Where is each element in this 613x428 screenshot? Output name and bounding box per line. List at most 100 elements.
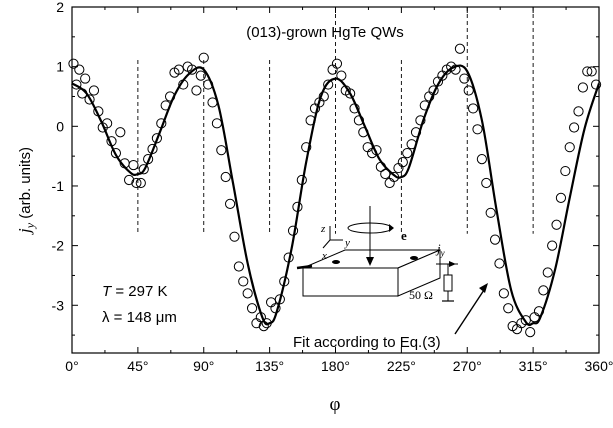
inset-resistor: [443, 274, 453, 292]
x-tick-label: 135°: [255, 358, 284, 374]
data-point: [318, 91, 329, 102]
x-tick-label: 315°: [519, 358, 548, 374]
data-point: [415, 115, 426, 126]
data-point: [525, 327, 536, 338]
wavelength-annotation: λ = 148 μm: [102, 309, 177, 326]
data-point: [68, 58, 79, 69]
data-point: [336, 70, 347, 81]
y-tick-label: 0: [56, 118, 64, 134]
inset-beam-arrowhead: [366, 257, 374, 266]
data-point: [323, 79, 334, 90]
x-axis-ticks: 0° 45° 90° 135° 180° 225° 270° 315° 360°: [65, 7, 613, 374]
data-point: [476, 154, 487, 165]
data-point: [345, 88, 356, 99]
inset-axis-x: [322, 239, 331, 249]
x-axis-title: φ: [330, 394, 341, 415]
data-point: [102, 118, 113, 129]
data-point: [258, 321, 269, 332]
y-axis-title: jy (arb. units): [15, 147, 37, 235]
temperature-annotation: T = 297 K: [102, 283, 167, 300]
data-point: [279, 276, 290, 287]
data-point: [242, 288, 253, 299]
data-point: [384, 177, 395, 189]
data-point: [283, 252, 294, 263]
data-point: [542, 267, 553, 278]
data-point: [265, 297, 277, 308]
y-axis-units: (arb. units): [17, 147, 34, 223]
data-point: [151, 133, 163, 144]
x-tick-label: 90°: [193, 358, 214, 374]
data-point: [93, 106, 104, 117]
inset-resistor-label: 50 Ω: [409, 288, 433, 302]
data-point: [115, 127, 126, 138]
inset-contact-left: [296, 264, 313, 270]
inset-polarization-label: e: [401, 228, 407, 243]
data-point: [123, 174, 135, 186]
data-point: [410, 127, 422, 138]
data-point: [582, 66, 593, 77]
data-point: [246, 303, 258, 314]
x-tick-label: 45°: [127, 358, 148, 374]
data-point: [577, 82, 588, 93]
data-point: [255, 312, 266, 323]
data-point: [225, 198, 236, 209]
data-point: [135, 177, 146, 189]
fit-arrow-head: [479, 283, 488, 293]
fit-curve: [71, 64, 601, 327]
x-tick-label: 180°: [321, 358, 350, 374]
inset-axis-z-label: z: [320, 223, 326, 235]
inset-contact-dot-right: [410, 256, 418, 260]
data-point: [274, 294, 285, 305]
data-point: [301, 142, 312, 153]
data-point: [173, 64, 184, 75]
x-tick-label: 360°: [585, 358, 613, 374]
data-point: [77, 88, 88, 99]
data-point: [459, 73, 470, 84]
data-point: [138, 164, 149, 175]
data-point: [551, 219, 562, 230]
data-point: [590, 79, 602, 90]
y-tick-label: 2: [56, 0, 64, 15]
data-point: [371, 145, 382, 156]
data-point: [560, 165, 571, 177]
data-point: [292, 201, 303, 212]
data-point: [573, 106, 584, 117]
data-point: [358, 127, 369, 138]
data-point: [186, 64, 198, 75]
inset-schematic: 50 Ω jy e z y x: [296, 206, 458, 302]
data-point: [586, 66, 597, 77]
y-tick-label: -3: [52, 297, 65, 313]
data-point: [128, 159, 139, 171]
x-tick-label: 225°: [387, 358, 416, 374]
data-point: [529, 312, 540, 323]
data-point: [397, 157, 408, 168]
data-point: [296, 174, 307, 186]
inset-slab-side: [397, 249, 441, 297]
data-point: [233, 261, 244, 272]
data-point: [211, 118, 223, 129]
inset-axis-y-label: y: [344, 237, 350, 249]
x-tick-label: 270°: [453, 358, 482, 374]
data-point: [207, 97, 218, 108]
fit-arrow-line: [454, 289, 485, 335]
data-point: [520, 315, 531, 326]
data-point: [178, 79, 189, 90]
data-point: [555, 192, 567, 203]
data-point: [80, 73, 91, 84]
data-point: [494, 258, 505, 269]
data-point: [406, 139, 417, 150]
inset-current-label: jy: [435, 241, 445, 258]
data-point: [349, 103, 360, 114]
data-point: [84, 94, 95, 105]
svg-text:jy (arb. units): jy (arb. units): [15, 147, 37, 235]
data-point: [143, 154, 154, 165]
data-point: [428, 85, 439, 96]
x-tick-label: 0°: [65, 358, 78, 374]
data-point: [270, 303, 281, 314]
inset-contact-dot-left: [332, 260, 340, 264]
data-point: [261, 318, 272, 329]
data-point: [380, 168, 391, 180]
data-point: [402, 148, 413, 159]
y-axis-ticks: -3 -2 -1 0 1 2: [52, 0, 599, 336]
